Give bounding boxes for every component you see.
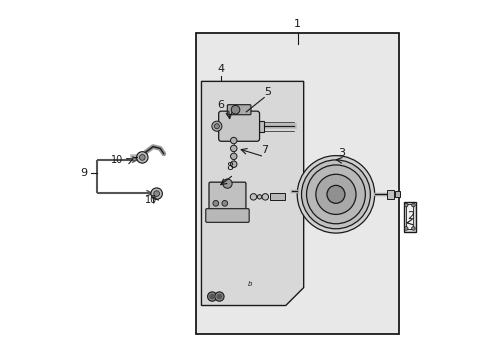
FancyBboxPatch shape <box>386 190 393 199</box>
Text: 9: 9 <box>80 168 87 178</box>
Bar <box>403 202 415 232</box>
Circle shape <box>306 165 365 224</box>
Circle shape <box>230 145 237 152</box>
Text: 2: 2 <box>406 211 413 221</box>
Text: 4: 4 <box>217 64 224 74</box>
FancyBboxPatch shape <box>208 182 245 212</box>
Circle shape <box>151 188 162 199</box>
Circle shape <box>250 194 256 200</box>
Text: 10: 10 <box>111 155 123 165</box>
Circle shape <box>301 160 369 229</box>
Circle shape <box>212 201 218 206</box>
Circle shape <box>230 153 237 159</box>
Circle shape <box>404 203 407 207</box>
Bar <box>196 33 398 334</box>
Polygon shape <box>201 81 303 306</box>
Text: 8: 8 <box>226 162 233 172</box>
Bar <box>406 204 412 229</box>
Circle shape <box>139 154 145 160</box>
Circle shape <box>230 161 237 167</box>
Circle shape <box>214 292 224 301</box>
Circle shape <box>231 105 239 114</box>
FancyBboxPatch shape <box>205 209 249 222</box>
Circle shape <box>136 152 148 163</box>
FancyBboxPatch shape <box>218 111 259 141</box>
Circle shape <box>207 292 217 301</box>
Circle shape <box>326 185 344 203</box>
Text: 6: 6 <box>217 100 224 110</box>
Text: 3: 3 <box>337 148 344 158</box>
Circle shape <box>297 156 374 233</box>
FancyBboxPatch shape <box>227 105 250 115</box>
Bar <box>217 121 264 132</box>
Circle shape <box>222 201 227 206</box>
Circle shape <box>223 179 232 188</box>
Circle shape <box>211 121 222 131</box>
Bar <box>270 193 284 200</box>
Circle shape <box>257 195 261 199</box>
FancyBboxPatch shape <box>394 192 399 197</box>
Circle shape <box>217 294 222 299</box>
Circle shape <box>153 191 159 197</box>
Circle shape <box>411 203 414 207</box>
Circle shape <box>315 174 355 215</box>
Circle shape <box>262 194 268 200</box>
Circle shape <box>411 226 414 230</box>
Text: 1: 1 <box>293 19 301 29</box>
Text: 10: 10 <box>145 195 157 205</box>
Text: b: b <box>247 281 252 287</box>
Text: 7: 7 <box>260 144 267 154</box>
Text: 5: 5 <box>264 87 271 97</box>
Circle shape <box>214 124 219 129</box>
Circle shape <box>209 294 214 299</box>
Circle shape <box>404 226 407 230</box>
Circle shape <box>230 137 237 144</box>
